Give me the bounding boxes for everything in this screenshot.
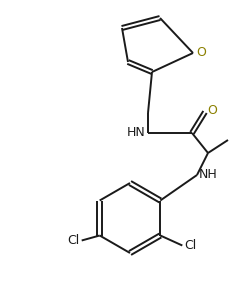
Text: NH: NH: [199, 168, 218, 181]
Text: Cl: Cl: [184, 239, 197, 252]
Text: O: O: [196, 46, 206, 59]
Text: O: O: [207, 104, 217, 117]
Text: HN: HN: [127, 127, 146, 140]
Text: Cl: Cl: [67, 234, 80, 247]
